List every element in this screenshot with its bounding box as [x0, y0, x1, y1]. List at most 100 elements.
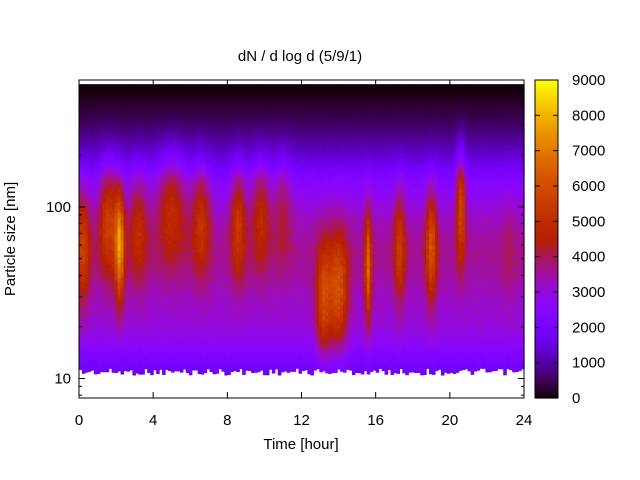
heatmap-cell: [156, 251, 160, 256]
heatmap-cell: [236, 262, 240, 267]
heatmap-cell: [81, 283, 86, 288]
heatmap-cell: [156, 254, 160, 259]
heatmap-cell: [153, 284, 157, 288]
heatmap-cell: [147, 314, 151, 319]
heatmap-cell: [185, 253, 190, 258]
heatmap-cell: [203, 177, 208, 181]
heatmap-cell: [209, 355, 214, 360]
heatmap-cell: [221, 269, 225, 273]
heatmap-cell: [206, 103, 211, 107]
heatmap-cell: [185, 359, 190, 364]
heatmap-cell: [81, 186, 86, 191]
heatmap-cell: [233, 84, 237, 88]
heatmap-cell: [236, 368, 240, 373]
heatmap-cell: [132, 100, 136, 105]
heatmap-cell: [114, 138, 119, 143]
heatmap-cell: [90, 160, 95, 165]
heatmap-cell: [170, 327, 175, 332]
heatmap-cell: [179, 148, 184, 152]
heatmap-cell: [159, 188, 163, 193]
heatmap-cell: [173, 119, 178, 123]
heatmap-cell: [117, 208, 122, 213]
heatmap-cell: [126, 300, 131, 305]
heatmap-cell: [141, 322, 145, 327]
heatmap-cell: [182, 213, 187, 218]
heatmap-cell: [233, 338, 237, 343]
heatmap-cell: [99, 100, 104, 104]
heatmap-cell: [114, 295, 119, 300]
heatmap-cell: [203, 183, 208, 188]
heatmap-cell: [239, 235, 243, 240]
heatmap-cell: [150, 284, 154, 289]
heatmap-cell: [203, 96, 208, 101]
heatmap-cell: [111, 276, 116, 280]
heatmap-cell: [215, 138, 220, 143]
heatmap-cell: [165, 93, 169, 98]
heatmap-cell: [153, 261, 157, 266]
heatmap-cell: [93, 248, 98, 253]
heatmap-cell: [114, 289, 119, 293]
heatmap-cell: [96, 231, 101, 236]
heatmap-cell: [123, 364, 128, 368]
heatmap-cell: [212, 93, 217, 98]
heatmap-cell: [132, 187, 136, 192]
heatmap-cell: [141, 167, 145, 172]
heatmap-cell: [176, 291, 181, 296]
heatmap-cell: [99, 259, 104, 264]
heatmap-cell: [242, 290, 246, 295]
heatmap-cell: [191, 217, 196, 222]
heatmap-cell: [87, 183, 92, 187]
heatmap-cell: [176, 122, 181, 127]
heatmap-cell: [117, 367, 122, 372]
heatmap-cell: [227, 93, 231, 98]
heatmap-cell: [114, 157, 119, 162]
heatmap-cell: [215, 264, 220, 268]
heatmap-cell: [212, 318, 217, 323]
heatmap-cell: [221, 202, 225, 206]
heatmap-cell: [230, 339, 234, 344]
heatmap-cell: [126, 103, 131, 108]
heatmap-cell: [99, 224, 104, 229]
heatmap-cell: [230, 84, 234, 88]
heatmap-cell: [120, 370, 125, 375]
heatmap-cell: [224, 329, 228, 334]
heatmap-cell: [200, 241, 205, 246]
heatmap-cell: [206, 194, 211, 199]
heatmap-cell: [203, 302, 208, 306]
heatmap-cell: [179, 234, 184, 239]
heatmap-cell: [227, 364, 231, 369]
heatmap-cell: [144, 254, 148, 259]
heatmap-cell: [120, 196, 125, 201]
heatmap-cell: [147, 119, 151, 124]
heatmap-cell: [215, 193, 220, 198]
heatmap-cell: [168, 179, 172, 184]
heatmap-cell: [162, 177, 166, 182]
heatmap-cell: [242, 319, 246, 324]
heatmap-cell: [218, 302, 222, 307]
heatmap-cell: [84, 138, 89, 143]
heatmap-cell: [221, 300, 225, 305]
heatmap-cell: [90, 325, 95, 330]
heatmap-cell: [185, 308, 190, 313]
heatmap-cell: [141, 357, 145, 362]
heatmap-cell: [179, 356, 184, 360]
heatmap-cell: [141, 364, 145, 369]
heatmap-cell: [93, 119, 98, 124]
heatmap-cell: [123, 287, 128, 292]
heatmap-cell: [194, 309, 199, 314]
heatmap-cell: [87, 272, 92, 277]
heatmap-cell: [209, 183, 214, 187]
heatmap-cell: [218, 289, 222, 294]
heatmap-cell: [87, 132, 92, 136]
heatmap-cell: [209, 365, 214, 369]
heatmap-cell: [173, 217, 178, 222]
heatmap-cell: [132, 265, 136, 269]
heatmap-cell: [212, 174, 217, 179]
heatmap-cell: [239, 93, 243, 98]
heatmap-cell: [79, 93, 83, 98]
heatmap-cell: [227, 293, 231, 298]
heatmap-cell: [230, 291, 234, 296]
heatmap-cell: [159, 150, 163, 155]
heatmap-cell: [90, 217, 95, 222]
heatmap-cell: [236, 202, 240, 207]
